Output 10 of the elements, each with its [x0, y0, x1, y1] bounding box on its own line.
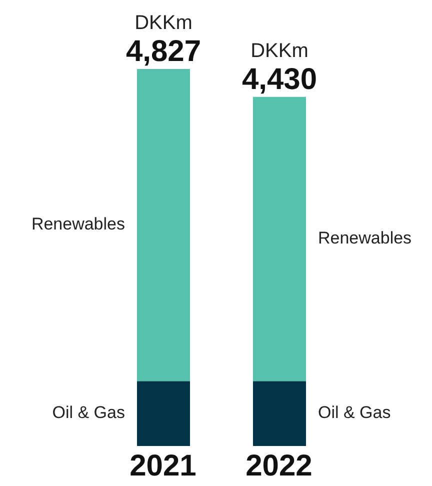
series-label: Oil & Gas	[52, 403, 125, 422]
text: Renewables	[318, 228, 412, 248]
text: DKKm	[134, 12, 192, 34]
series-label: Renewables	[31, 214, 125, 234]
x-tick-label: 2021	[130, 449, 196, 482]
text: Oil & Gas	[318, 403, 391, 422]
annotation: 4,430	[242, 62, 318, 96]
x-tick-label: 2022	[246, 449, 312, 482]
text: 4,827	[126, 35, 202, 68]
text: DKKm	[250, 40, 308, 62]
